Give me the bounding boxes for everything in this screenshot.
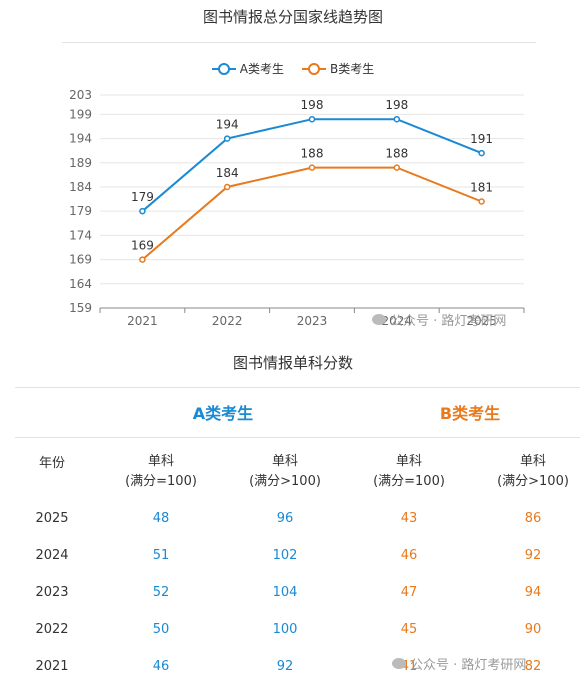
data-point <box>308 164 316 171</box>
data-label: 198 <box>385 98 408 112</box>
x-tick-label: 2021 <box>127 314 158 328</box>
data-point <box>393 164 401 171</box>
x-tick-label: 2025 <box>466 314 497 328</box>
score-cell: 82 <box>524 659 542 674</box>
chart-legend: A类考生 B类考生 <box>0 60 586 77</box>
group-header-a: A类考生 <box>192 404 254 423</box>
legend-label: A类考生 <box>239 62 284 76</box>
line-chart: 159 164 169 174 179 184 189 194 199 203 2021 2022 20… <box>69 88 525 328</box>
data-point <box>478 149 485 157</box>
column-header: 单科 (满分>100) <box>249 454 321 489</box>
y-tick-label: 189 <box>69 156 92 170</box>
y-tick-label: 164 <box>69 277 92 291</box>
data-point <box>223 183 231 191</box>
column-header: 单科 (满分>100) <box>497 454 569 489</box>
score-cell: 100 <box>272 622 298 637</box>
x-tick-label: 2022 <box>212 314 243 328</box>
table-row: 2024 51 102 46 92 <box>0 548 586 572</box>
data-label: 181 <box>470 181 493 195</box>
year-cell: 2024 <box>35 548 69 563</box>
score-cell: 43 <box>400 511 418 526</box>
table-row: 2025 48 96 43 86 <box>0 511 586 535</box>
x-tick-label: 2024 <box>382 314 413 328</box>
column-header: 单科 (满分=100) <box>125 454 197 489</box>
y-tick-label: 169 <box>69 253 92 267</box>
y-tick-label: 184 <box>69 180 92 194</box>
group-header-b: B类考生 <box>439 404 501 423</box>
data-label: 191 <box>470 132 493 146</box>
data-label: 198 <box>301 98 324 112</box>
data-point <box>139 207 146 215</box>
chart-title: 图书情报总分国家线趋势图 <box>202 8 383 26</box>
y-tick-label: 199 <box>69 107 92 121</box>
score-cell: 104 <box>272 585 298 600</box>
data-point <box>139 256 146 263</box>
title-divider <box>62 42 536 43</box>
score-cell: 86 <box>524 511 542 526</box>
score-cell: 92 <box>524 548 542 563</box>
year-cell: 2023 <box>35 585 69 600</box>
score-cell: 96 <box>276 511 294 526</box>
table-title: 图书情报单科分数 <box>232 354 353 372</box>
legend-line-circle-icon <box>211 62 236 75</box>
score-cell: 92 <box>276 659 294 674</box>
x-tick-label: 2023 <box>297 314 328 328</box>
score-cell: 102 <box>272 548 298 563</box>
data-point <box>478 198 485 205</box>
score-cell: 46 <box>400 548 418 563</box>
score-cell: 50 <box>152 622 170 637</box>
data-label: 194 <box>216 118 239 132</box>
score-cell: 51 <box>152 548 170 563</box>
table-row: 2023 52 104 47 94 <box>0 585 586 609</box>
table-divider <box>15 437 580 438</box>
data-point <box>393 115 401 123</box>
data-label: 188 <box>301 147 324 161</box>
year-cell: 2021 <box>35 659 69 674</box>
score-cell: 47 <box>400 585 418 600</box>
score-cell: 94 <box>524 585 542 600</box>
table-row: 2022 50 100 45 90 <box>0 622 586 646</box>
data-point <box>223 135 231 142</box>
score-cell: 90 <box>524 622 542 637</box>
score-cell: 45 <box>400 622 418 637</box>
legend-line-circle-icon <box>301 62 326 75</box>
watermark: 公众号 · 路灯考研网 <box>392 654 526 673</box>
data-label: 169 <box>131 239 154 253</box>
wechat-icon <box>372 314 386 325</box>
watermark: 公众号 · 路灯考研网 <box>372 310 506 329</box>
year-column-header: 年份 <box>38 456 65 471</box>
table-divider <box>15 387 580 388</box>
wechat-icon <box>392 658 406 669</box>
score-cell: 46 <box>152 659 170 674</box>
score-cell: 48 <box>152 511 170 526</box>
y-tick-label: 159 <box>69 301 92 315</box>
data-label: 184 <box>216 166 239 180</box>
column-header: 单科 (满分=100) <box>373 454 445 489</box>
legend-item-b[interactable]: B类考生 <box>301 60 375 77</box>
y-tick-label: 194 <box>69 132 92 146</box>
series-line <box>141 166 482 261</box>
y-tick-label: 203 <box>69 88 92 102</box>
data-label: 188 <box>385 147 408 161</box>
y-tick-label: 179 <box>69 204 92 218</box>
year-cell: 2022 <box>35 622 69 637</box>
y-tick-label: 174 <box>69 228 92 242</box>
data-label: 179 <box>131 190 154 204</box>
legend-label: B类考生 <box>329 62 375 76</box>
year-cell: 2025 <box>35 511 69 526</box>
table-row: 2021 46 92 41 82 <box>0 659 586 683</box>
score-cell: 52 <box>152 585 170 600</box>
data-point <box>308 115 316 123</box>
legend-item-a[interactable]: A类考生 <box>211 60 284 77</box>
